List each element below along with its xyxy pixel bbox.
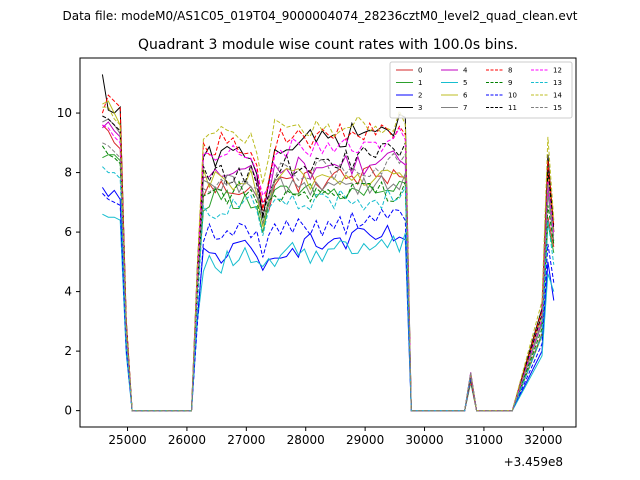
- series-line-1: [102, 154, 555, 412]
- y-tick-label: 2: [64, 344, 72, 358]
- series-line-11: [102, 115, 555, 412]
- legend-label-5: 5: [463, 79, 467, 87]
- legend-label-8: 8: [508, 67, 512, 75]
- plot-frame: [79, 57, 577, 428]
- series-line-12: [102, 124, 555, 412]
- axes-layer: 25000 26000 27000 28000 29000 30000 31000 32000…: [57, 57, 577, 447]
- x-tick-label: 29000: [346, 433, 384, 447]
- series-line-15: [102, 142, 555, 412]
- series-line-4: [102, 121, 555, 412]
- x-tick-label: 32000: [524, 433, 562, 447]
- x-tick-label: 31000: [465, 433, 503, 447]
- x-tick-label: 30000: [405, 433, 443, 447]
- legend-label-3: 3: [418, 104, 422, 112]
- x-tick-label: 26000: [168, 433, 206, 447]
- legend-label-13: 13: [553, 79, 562, 87]
- y-tick-label: 10: [57, 106, 72, 120]
- legend-label-4: 4: [463, 67, 468, 75]
- series-line-10: [102, 193, 555, 412]
- y-tick-label: 0: [64, 404, 72, 418]
- x-offset-label: +3.459e8: [504, 455, 563, 469]
- legend-label-15: 15: [553, 104, 562, 112]
- x-tick-label: 28000: [287, 433, 325, 447]
- series-line-9: [101, 145, 555, 412]
- series-line-6: [102, 100, 555, 412]
- y-tick-label: 8: [64, 166, 72, 180]
- legend-label-12: 12: [553, 67, 562, 75]
- series-line-14: [102, 106, 555, 412]
- x-tick-label: 27000: [227, 433, 265, 447]
- legend-label-14: 14: [553, 92, 562, 100]
- legend-label-11: 11: [508, 104, 517, 112]
- x-tick-label: 25000: [108, 433, 146, 447]
- series-line-7: [102, 118, 555, 412]
- y-tick-label: 6: [64, 225, 72, 239]
- series-layer: [101, 74, 555, 412]
- legend-label-6: 6: [463, 92, 468, 100]
- legend-label-2: 2: [418, 92, 422, 100]
- legend-box: [389, 61, 573, 119]
- y-tick-label: 4: [64, 285, 72, 299]
- series-line-0: [102, 124, 555, 412]
- chart-suptitle: Data file: modeM0/AS1C05_019T04_90000040…: [62, 9, 577, 23]
- series-line-13: [102, 166, 555, 412]
- chart-title: Quadrant 3 module wise count rates with …: [138, 37, 518, 53]
- legend-label-7: 7: [463, 104, 467, 112]
- legend-label-0: 0: [418, 67, 422, 75]
- legend-label-1: 1: [418, 79, 422, 87]
- legend-label-9: 9: [508, 79, 512, 87]
- legend-label-10: 10: [508, 92, 517, 100]
